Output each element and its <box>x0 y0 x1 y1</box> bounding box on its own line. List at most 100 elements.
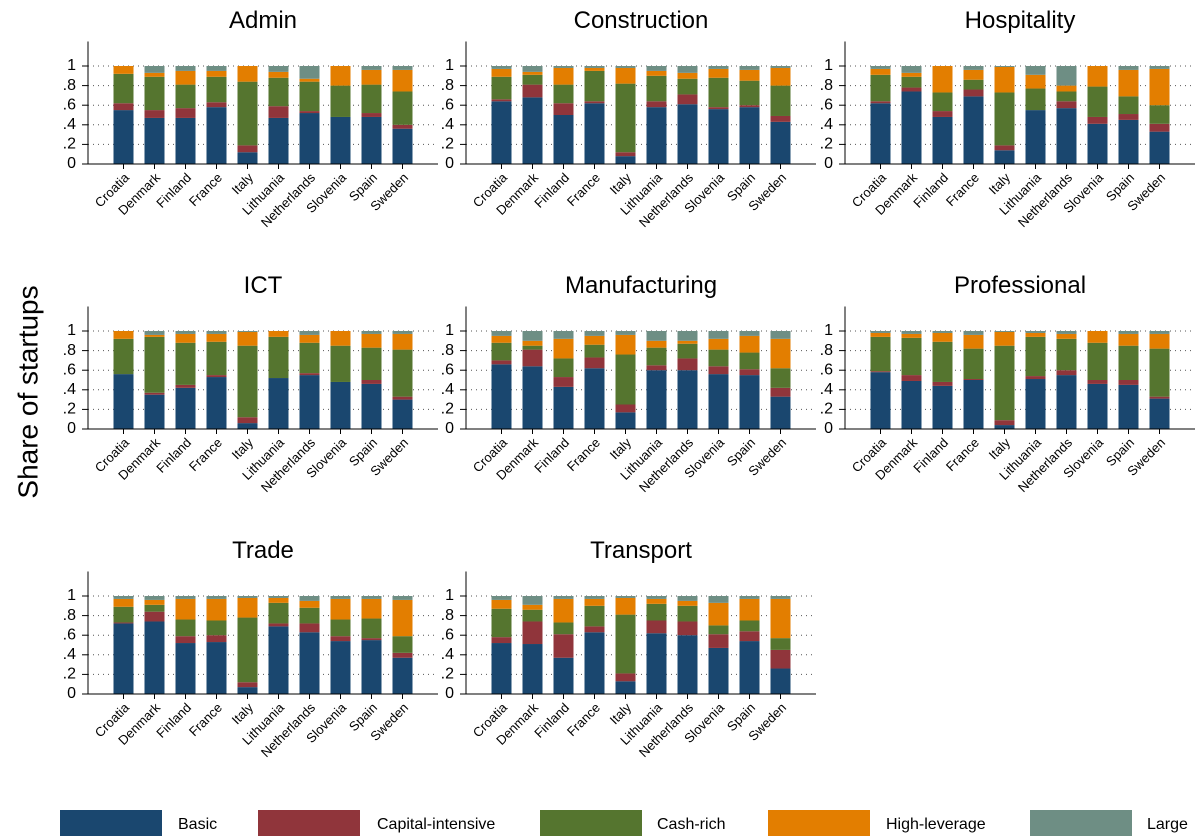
bar-segment <box>361 84 382 114</box>
bar-segment <box>739 107 760 164</box>
bar-segment <box>206 102 227 108</box>
panel-title: ICT <box>244 272 283 299</box>
bar-segment <box>770 338 791 369</box>
bar-segment <box>584 596 605 599</box>
y-tick-label: 0 <box>67 685 76 702</box>
bar-segment <box>963 89 984 97</box>
panel-title: Manufacturing <box>565 272 717 299</box>
bar-segment <box>932 116 953 164</box>
x-tick-label: Finland <box>153 435 194 476</box>
bar-segment <box>1149 333 1170 349</box>
bar-segment <box>299 78 320 82</box>
bar-segment <box>175 636 196 644</box>
bar-segment <box>392 599 413 637</box>
bar-segment <box>994 420 1015 426</box>
y-tick-label: .2 <box>820 401 833 418</box>
bar-segment <box>870 66 891 69</box>
bar-segment <box>1025 88 1046 111</box>
panel-title: Construction <box>574 7 709 34</box>
bar-segment <box>1149 68 1170 106</box>
bar-segment <box>522 74 543 85</box>
y-tick-label: .6 <box>441 96 454 113</box>
bar-segment <box>615 152 636 157</box>
bar-segment <box>392 349 413 397</box>
bar-segment <box>392 636 413 653</box>
bar-segment <box>175 342 196 385</box>
bar-segment <box>491 68 512 77</box>
bar-segment <box>584 344 605 358</box>
bar-segment <box>739 69 760 81</box>
bar-segment <box>361 598 382 619</box>
bar-segment <box>237 682 258 688</box>
bar-segment <box>1087 86 1108 117</box>
bar-segment <box>522 66 543 72</box>
bar-segment <box>708 77 729 108</box>
bar-segment <box>330 116 351 164</box>
panel-title: Professional <box>954 272 1086 299</box>
bar-segment <box>994 425 1015 429</box>
bar-segment <box>584 632 605 694</box>
bar-segment <box>522 97 543 164</box>
bar-segment <box>615 614 636 674</box>
x-tick-label: France <box>186 700 225 739</box>
bar-segment <box>392 396 413 400</box>
bar-segment <box>299 375 320 429</box>
bar-segment <box>206 107 227 164</box>
bar-segment <box>584 67 605 71</box>
bar-segment <box>932 332 953 342</box>
bar-segment <box>175 70 196 85</box>
bar-segment <box>963 69 984 80</box>
bar-segment <box>646 596 667 599</box>
bar-segment <box>144 604 165 612</box>
bar-segment <box>708 349 729 367</box>
bar-segment <box>901 76 922 88</box>
bar-segment <box>615 596 636 598</box>
bar-segment <box>1056 108 1077 164</box>
bar-segment <box>361 331 382 334</box>
bar-segment <box>739 105 760 108</box>
y-tick-label: .4 <box>63 646 76 663</box>
bar-segment <box>994 145 1015 151</box>
bar-segment <box>708 107 729 110</box>
y-axis-label: Share of startups <box>12 285 43 498</box>
y-tick-label: 1 <box>824 57 833 74</box>
y-tick-label: .6 <box>820 361 833 378</box>
bar-segment <box>268 626 289 694</box>
bar-segment <box>206 642 227 694</box>
bar-segment <box>994 331 1015 332</box>
bar-segment <box>901 72 922 77</box>
bar-segment <box>870 331 891 333</box>
bar-segment <box>994 66 1015 93</box>
bar-segment <box>113 374 134 429</box>
panel-title: Admin <box>229 7 297 34</box>
bar-segment <box>268 71 289 78</box>
bar-segment <box>708 66 729 69</box>
bar-segment <box>1025 66 1046 75</box>
bar-segment <box>932 66 953 93</box>
bar-segment <box>770 649 791 669</box>
bar-segment <box>770 66 791 68</box>
bar-segment <box>491 331 512 336</box>
bar-segment <box>206 333 227 342</box>
bar-segment <box>553 103 574 115</box>
bar-segment <box>739 641 760 694</box>
bar-segment <box>522 345 543 350</box>
y-tick-label: .6 <box>63 96 76 113</box>
x-tick-label: France <box>564 700 603 739</box>
legend-label: High-leverage <box>886 816 986 833</box>
bar-segment <box>708 109 729 164</box>
bar-segment <box>708 634 729 648</box>
bar-segment <box>491 342 512 361</box>
y-tick-label: .8 <box>441 77 454 94</box>
x-tick-label: France <box>564 170 603 209</box>
bar-segment <box>175 84 196 109</box>
y-tick-label: .6 <box>441 361 454 378</box>
bar-segment <box>770 331 791 339</box>
bar-segment <box>392 124 413 129</box>
bar-segment <box>646 70 667 76</box>
bar-segment <box>330 619 351 637</box>
bar-segment <box>739 80 760 106</box>
y-tick-label: 1 <box>67 587 76 604</box>
bar-segment <box>739 352 760 370</box>
